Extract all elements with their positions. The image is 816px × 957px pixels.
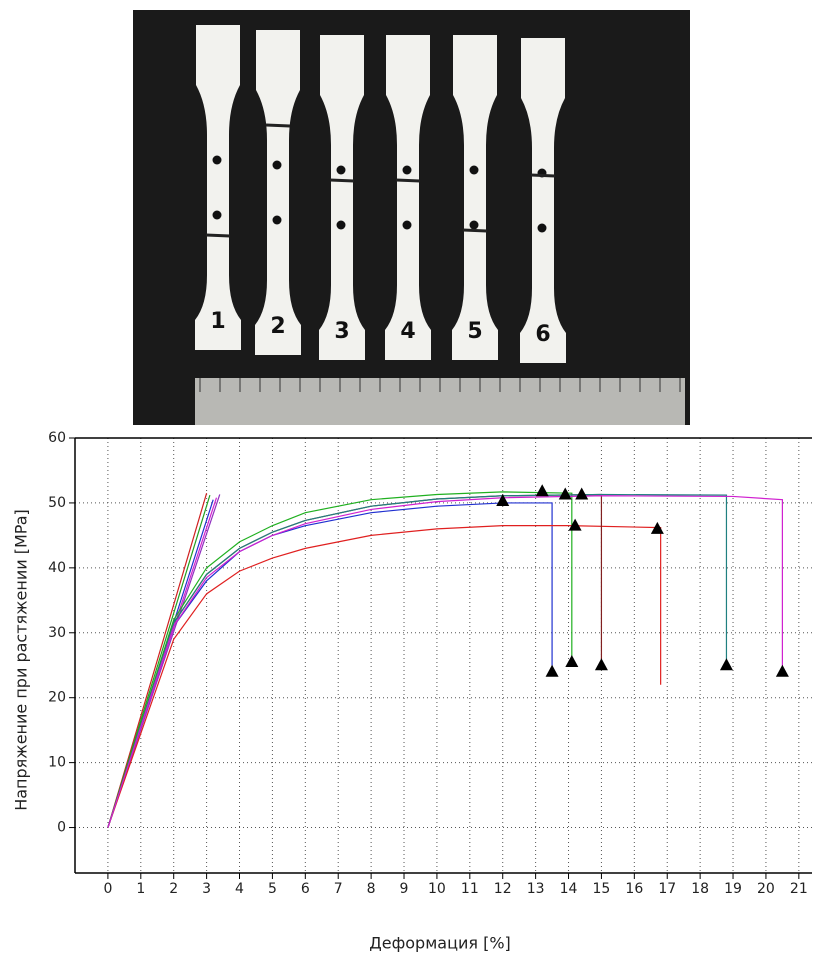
marker — [558, 487, 572, 500]
specimen-label: 1 — [210, 309, 225, 334]
fracture — [530, 173, 556, 178]
marker — [496, 493, 510, 506]
y-tick-label: 40 — [48, 560, 66, 576]
gauge-dot — [537, 223, 547, 233]
modulus-line — [107, 493, 208, 828]
photo: 1 2 3 4 5 6 — [195, 25, 681, 392]
stress-strain-curve — [107, 502, 553, 828]
specimen — [452, 35, 498, 360]
stress-strain-curve — [107, 525, 662, 828]
x-tick-label: 21 — [790, 881, 808, 897]
fracture — [205, 233, 231, 238]
gauge-dot — [402, 220, 412, 230]
specimen — [520, 38, 566, 363]
fracture — [265, 123, 291, 128]
stress-strain-curve — [107, 493, 603, 828]
specimen-label: 2 — [270, 314, 285, 339]
fracture — [329, 178, 355, 183]
fracture — [395, 178, 421, 183]
x-tick-label: 11 — [461, 881, 479, 897]
x-tick-label: 13 — [527, 881, 545, 897]
marker — [650, 521, 664, 534]
x-tick-label: 3 — [202, 881, 211, 897]
specimen — [195, 25, 241, 350]
gauge-dot — [469, 220, 479, 230]
stress-strain-curve — [107, 493, 728, 828]
x-tick-label: 9 — [400, 881, 409, 897]
x-tick-label: 16 — [625, 881, 643, 897]
marker — [719, 658, 733, 671]
specimen — [319, 35, 365, 360]
x-tick-label: 14 — [560, 881, 578, 897]
y-tick-label: 60 — [48, 430, 66, 446]
gauge-dot — [272, 160, 282, 170]
gauge-dot — [336, 220, 346, 230]
x-tick-label: 5 — [268, 881, 277, 897]
x-tick-label: 7 — [334, 881, 343, 897]
gauge-dot — [212, 155, 222, 165]
marker — [575, 487, 589, 500]
x-tick-label: 0 — [103, 881, 112, 897]
gauge-dot — [212, 210, 222, 220]
x-tick-label: 19 — [724, 881, 742, 897]
marker — [535, 484, 549, 497]
x-tick-label: 12 — [494, 881, 512, 897]
x-axis-title: Деформация [%] — [369, 934, 511, 953]
marker — [594, 658, 608, 671]
x-tick-label: 8 — [367, 881, 376, 897]
x-tick-label: 10 — [428, 881, 446, 897]
x-tick-label: 2 — [169, 881, 178, 897]
x-tick-label: 6 — [301, 881, 310, 897]
gauge-dot — [402, 165, 412, 175]
specimen-label: 3 — [334, 319, 349, 344]
marker — [545, 664, 559, 677]
x-tick-label: 17 — [658, 881, 676, 897]
x-tick-label: 20 — [757, 881, 775, 897]
stress-strain-curve — [107, 491, 573, 828]
fracture — [462, 228, 488, 233]
x-tick-label: 15 — [593, 881, 611, 897]
y-tick-label: 10 — [48, 755, 66, 771]
x-tick-label: 1 — [136, 881, 145, 897]
y-tick-label: 50 — [48, 495, 66, 511]
stress-strain-curve — [107, 495, 783, 828]
specimen — [255, 30, 301, 355]
x-tick-label: 4 — [235, 881, 244, 897]
y-tick-label: 0 — [57, 820, 66, 836]
specimen-label: 4 — [400, 319, 415, 344]
marker — [568, 518, 582, 531]
gauge-dot — [469, 165, 479, 175]
y-tick-label: 30 — [48, 625, 66, 641]
y-axis-title: Напряжение при растяжении [MPa] — [12, 509, 31, 811]
gauge-dot — [336, 165, 346, 175]
specimen-label: 6 — [535, 322, 550, 347]
specimen-label: 5 — [467, 319, 482, 344]
gauge-dot — [272, 215, 282, 225]
marker — [775, 664, 789, 677]
y-tick-label: 20 — [48, 690, 66, 706]
marker — [565, 654, 579, 667]
plot: 0 1 2 3 4 5 6 7 8 9 10 11 12 13 14 15 16 17 18 19 20 21010203… — [48, 430, 812, 897]
x-tick-label: 18 — [691, 881, 709, 897]
specimen — [385, 35, 431, 360]
